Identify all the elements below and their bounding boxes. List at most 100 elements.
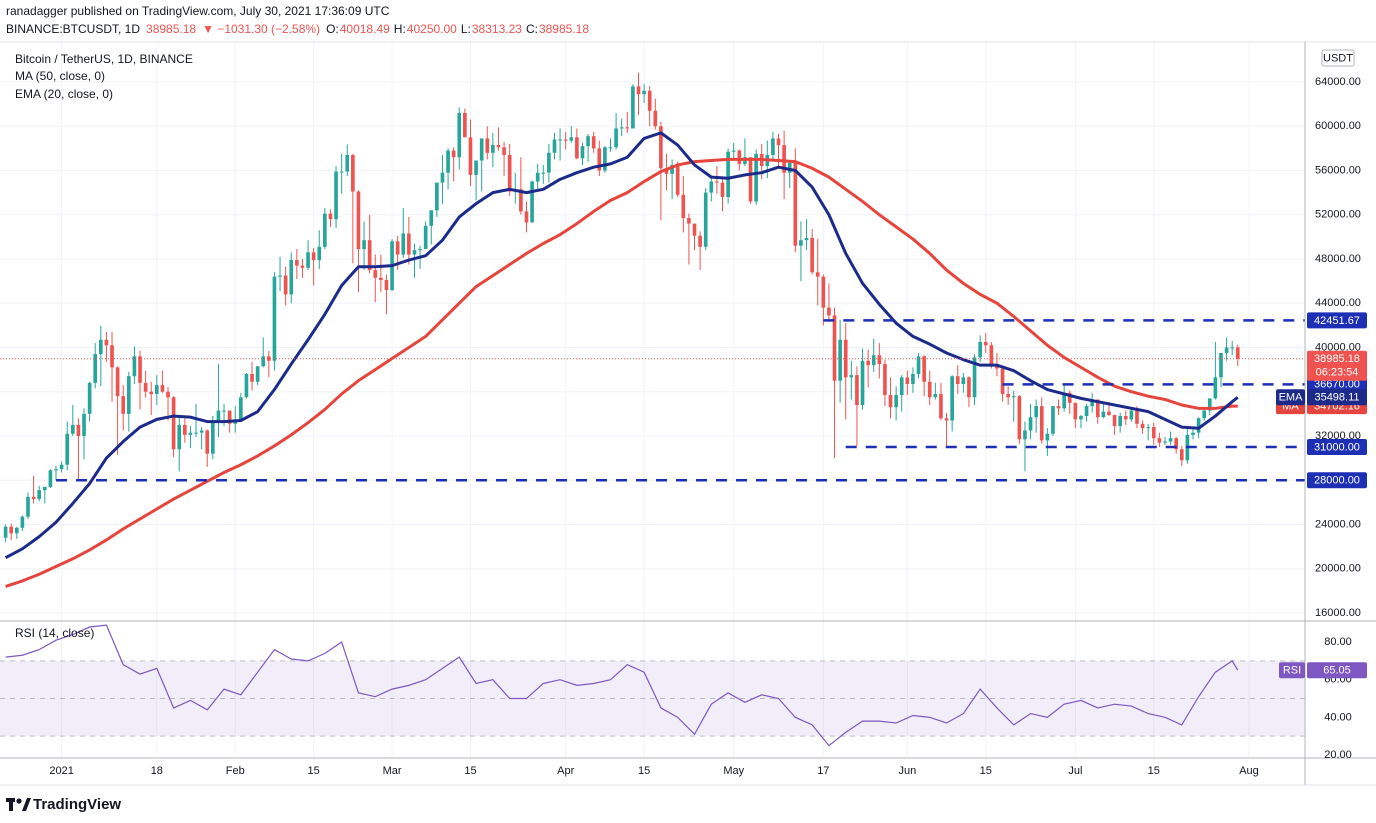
candle-body bbox=[126, 376, 131, 414]
x-tick-label: Jun bbox=[898, 765, 916, 777]
rsi-badge-box bbox=[1307, 662, 1367, 679]
currency-box[interactable] bbox=[1321, 49, 1355, 67]
candle-body bbox=[860, 360, 865, 406]
level-badge: 31000.00 bbox=[1314, 441, 1360, 453]
candle-body bbox=[65, 433, 70, 465]
candle-body bbox=[866, 360, 870, 366]
price-change: ▼ −1031.30 (−2.58%) bbox=[202, 22, 320, 36]
x-tick-label: 15 bbox=[1148, 765, 1160, 777]
candle-body bbox=[575, 137, 579, 159]
candle-body bbox=[608, 147, 613, 149]
candle-body bbox=[502, 147, 506, 156]
logo-part bbox=[16, 798, 22, 804]
currency-label[interactable]: USDT bbox=[1323, 52, 1353, 64]
level-badge-box bbox=[1307, 312, 1367, 329]
candle-body bbox=[14, 527, 19, 534]
rsi-line bbox=[5, 624, 1239, 747]
candle-body bbox=[1034, 406, 1038, 418]
candle-body bbox=[474, 160, 478, 175]
candle-body bbox=[849, 375, 854, 378]
indicator-line bbox=[4, 131, 1239, 559]
candle-body bbox=[244, 374, 249, 398]
candle-body bbox=[155, 385, 159, 394]
candle-body bbox=[631, 86, 635, 129]
candle-body bbox=[373, 270, 378, 278]
candle-body bbox=[832, 315, 837, 381]
candle-body bbox=[435, 182, 439, 211]
candle-body bbox=[1135, 410, 1139, 424]
candle-body bbox=[675, 164, 680, 195]
candle-body bbox=[597, 148, 602, 171]
candle-body bbox=[418, 249, 422, 251]
candle-body bbox=[1067, 392, 1072, 403]
candle-body bbox=[37, 490, 42, 500]
last-price-badge: 38985.18 bbox=[1314, 353, 1360, 365]
candle-body bbox=[1073, 402, 1078, 420]
candle-body bbox=[311, 252, 316, 261]
candle-body bbox=[838, 339, 842, 381]
candle-body bbox=[944, 418, 949, 421]
candle-body bbox=[429, 210, 434, 226]
y-tick-label: 16000.00 bbox=[1315, 607, 1361, 619]
candle-body bbox=[782, 145, 786, 173]
candle-body bbox=[933, 393, 938, 398]
candle-body bbox=[1023, 430, 1027, 440]
candle-body bbox=[1191, 432, 1195, 435]
candle-body bbox=[636, 86, 641, 95]
candle-body bbox=[70, 424, 75, 434]
candle-body bbox=[440, 172, 445, 183]
candle-body bbox=[961, 377, 966, 384]
candle-body bbox=[754, 153, 758, 202]
candle-body bbox=[731, 150, 736, 152]
countdown: 06:23:54 bbox=[1316, 367, 1359, 379]
candle-body bbox=[183, 424, 187, 435]
candle-body bbox=[843, 339, 848, 378]
x-tick-label: Aug bbox=[1239, 765, 1259, 777]
candle-body bbox=[367, 240, 372, 271]
candle-body bbox=[1112, 414, 1117, 427]
y-tick-label: 40000.00 bbox=[1315, 341, 1361, 353]
candle-body bbox=[1017, 396, 1022, 440]
last-price-box bbox=[1307, 350, 1367, 381]
candle-body bbox=[1163, 441, 1167, 443]
candle-body bbox=[978, 341, 982, 358]
marks-layer bbox=[0, 72, 1305, 747]
candle-body bbox=[647, 90, 652, 111]
candle-body bbox=[384, 280, 389, 290]
indicator-badge: 35498.11 bbox=[1314, 392, 1359, 404]
level-badge: 36670.00 bbox=[1314, 379, 1360, 391]
candle-body bbox=[166, 391, 170, 398]
candle-body bbox=[227, 410, 232, 424]
candle-body bbox=[827, 307, 831, 316]
candle-body bbox=[3, 526, 8, 538]
indicator-line bbox=[5, 157, 1238, 588]
candle-body bbox=[1039, 406, 1044, 441]
candle-body bbox=[698, 235, 702, 247]
candle-body bbox=[82, 413, 86, 436]
candle-body bbox=[927, 381, 932, 398]
candle-body bbox=[687, 218, 691, 224]
candle-body bbox=[76, 424, 81, 436]
candle-body bbox=[1230, 347, 1235, 349]
candle-body bbox=[306, 252, 310, 268]
x-tick-label: Mar bbox=[383, 765, 402, 777]
candle-body bbox=[911, 374, 915, 384]
candle-body bbox=[541, 172, 546, 174]
indicator-name: EMA bbox=[1279, 392, 1304, 404]
candle-body bbox=[401, 233, 406, 255]
badge-layer: 42451.6736670.0031000.0028000.0034702.16… bbox=[1276, 312, 1367, 679]
candle-body bbox=[625, 127, 630, 129]
candle-body bbox=[905, 377, 910, 384]
candle-body bbox=[799, 240, 803, 246]
candle-body bbox=[1084, 406, 1089, 417]
candle-body bbox=[720, 182, 725, 198]
candle-body bbox=[1202, 410, 1207, 419]
level-badge-box bbox=[1307, 472, 1367, 489]
rsi-name-box bbox=[1279, 662, 1305, 679]
candle-body bbox=[132, 356, 137, 377]
candle-body bbox=[871, 355, 876, 366]
candle-body bbox=[334, 171, 338, 220]
candle-body bbox=[810, 237, 814, 273]
candle-body bbox=[507, 155, 512, 192]
